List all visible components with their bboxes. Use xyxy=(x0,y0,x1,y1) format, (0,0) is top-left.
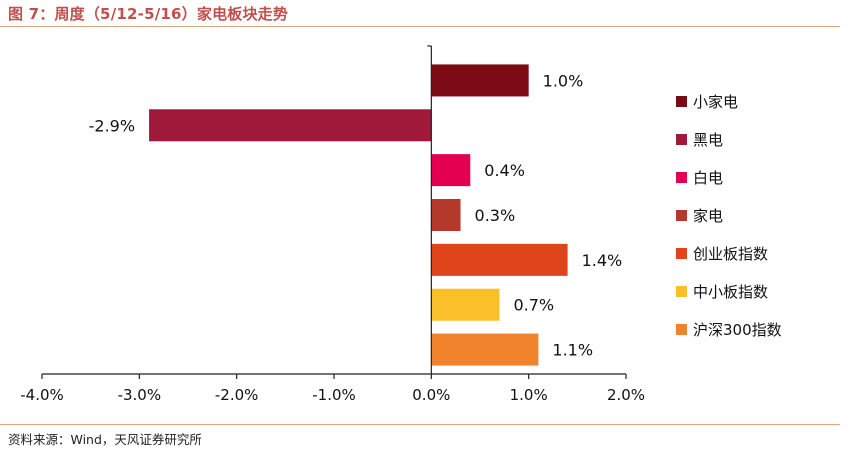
legend-label-5: 中小板指数 xyxy=(693,283,768,301)
legend-label-0: 小家电 xyxy=(693,93,738,111)
legend-swatch-3 xyxy=(676,210,687,221)
x-tick-label-6: 2.0% xyxy=(607,386,645,404)
x-tick-label-5: 1.0% xyxy=(510,386,548,404)
bar-2 xyxy=(431,154,471,187)
footer-divider xyxy=(0,424,840,425)
bar-6 xyxy=(431,333,539,366)
chart-title: 图 7：周度（5/12-5/16）家电板块走势 xyxy=(8,5,289,23)
data-label-0: 1.0% xyxy=(543,71,584,90)
legend-label-1: 黑电 xyxy=(693,131,723,149)
legend-swatch-4 xyxy=(676,248,687,259)
x-tick-label-0: -4.0% xyxy=(20,386,64,404)
x-tick-label-3: -1.0% xyxy=(312,386,356,404)
legend-swatch-6 xyxy=(676,324,687,335)
legend-swatch-5 xyxy=(676,286,687,297)
x-tick-label-2: -2.0% xyxy=(215,386,259,404)
bar-4 xyxy=(431,243,568,276)
x-tick-label-4: 0.0% xyxy=(412,386,450,404)
bar-1 xyxy=(149,109,432,142)
data-label-6: 1.1% xyxy=(552,341,593,360)
title-divider xyxy=(0,26,840,27)
bar-0 xyxy=(431,64,529,97)
bar-chart: 1.0% -2.9% 0.4% 0.3% 1.4% 0.7% 1.1% -4.0% -3.0% -… xyxy=(20,45,782,404)
x-tick-label-1: -3.0% xyxy=(118,386,162,404)
data-label-5: 0.7% xyxy=(513,296,554,315)
legend-label-3: 家电 xyxy=(693,207,723,225)
bar-5 xyxy=(431,288,500,321)
source-note: 资料来源：Wind，天风证券研究所 xyxy=(8,432,202,447)
bar-3 xyxy=(431,199,461,231)
legend-swatch-1 xyxy=(676,134,687,145)
legend-label-4: 创业板指数 xyxy=(693,245,768,263)
data-label-2: 0.4% xyxy=(484,161,525,180)
legend-swatch-0 xyxy=(676,96,687,107)
data-label-4: 1.4% xyxy=(582,251,623,270)
data-label-1: -2.9% xyxy=(89,116,135,135)
legend-swatch-2 xyxy=(676,172,687,183)
legend-label-6: 沪深300指数 xyxy=(693,321,782,339)
legend-label-2: 白电 xyxy=(693,169,723,187)
data-label-3: 0.3% xyxy=(475,206,516,225)
